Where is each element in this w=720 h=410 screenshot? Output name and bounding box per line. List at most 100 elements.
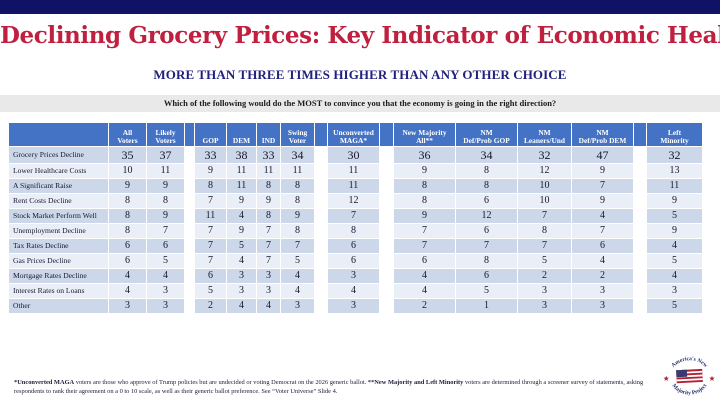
data-cell: 8 xyxy=(108,223,147,239)
data-cell: 9 xyxy=(280,208,315,224)
body-separator-cell xyxy=(184,193,195,209)
body-separator-cell xyxy=(379,238,394,254)
body-separator-cell xyxy=(633,238,647,254)
column-header: IND xyxy=(256,122,281,147)
logo-left-star-icon: ★ xyxy=(663,374,670,383)
data-cell: 6 xyxy=(327,238,380,254)
body-separator-cell xyxy=(184,146,195,164)
data-cell: 7 xyxy=(327,208,380,224)
data-cell: 12 xyxy=(517,163,572,179)
data-cell: 7 xyxy=(194,223,227,239)
table-row: Unemployment Decline 8 7 7 9 7 8 8 7 6 8 7 9 xyxy=(8,223,703,239)
anmp-logo-svg: America's New Majority Project ★ ★ xyxy=(662,350,717,404)
row-label: Lower Healthcare Costs xyxy=(8,163,109,179)
data-cell: 8 xyxy=(108,193,147,209)
data-cell: 9 xyxy=(108,178,147,194)
column-header: Left Minority xyxy=(646,122,703,147)
body-separator-cell xyxy=(184,178,195,194)
body-separator-cell xyxy=(314,208,328,224)
body-separator-cell xyxy=(379,146,394,164)
data-cell: 7 xyxy=(146,223,185,239)
footnote-bold-new-majority: **New Majority and Left Minority xyxy=(367,379,464,386)
data-cell: 3 xyxy=(327,298,380,314)
data-cell: 9 xyxy=(393,208,456,224)
row-label: Interest Rates on Loans xyxy=(8,283,109,299)
body-separator-cell xyxy=(379,268,394,284)
body-separator-cell xyxy=(184,268,195,284)
data-cell: 4 xyxy=(226,253,257,269)
data-cell: 9 xyxy=(646,193,703,209)
body-separator-cell xyxy=(314,238,328,254)
column-header: New Majority All** xyxy=(393,122,456,147)
footnote-text-2: voters are determined through a screener… xyxy=(14,379,644,396)
data-cell: 10 xyxy=(517,193,572,209)
data-cell: 4 xyxy=(393,283,456,299)
data-cell: 5 xyxy=(646,298,703,314)
data-cell: 5 xyxy=(646,253,703,269)
body-separator-cell xyxy=(184,223,195,239)
data-cell: 7 xyxy=(194,238,227,254)
data-cell: 3 xyxy=(146,283,185,299)
survey-results-table: All Voters Likely Voters GOP DEM IND Swing Vo… xyxy=(8,122,703,314)
slide-title: Declining Grocery Prices: Key Indicator … xyxy=(0,22,720,49)
data-cell: 12 xyxy=(455,208,518,224)
body-separator-cell xyxy=(633,193,647,209)
table-row: Stock Market Perform Well 8 9 11 4 8 9 7 9 12 7 4 5 xyxy=(8,208,703,224)
data-cell: 7 xyxy=(280,238,315,254)
data-cell: 4 xyxy=(226,208,257,224)
table-row: Gas Prices Decline 6 5 7 4 7 5 6 6 8 5 4 5 xyxy=(8,253,703,269)
data-cell: 3 xyxy=(280,298,315,314)
table-row: Lower Healthcare Costs 10 11 9 11 11 11 11 9 8 12 9… xyxy=(8,163,703,179)
data-cell: 5 xyxy=(146,253,185,269)
data-cell: 2 xyxy=(393,298,456,314)
data-cell: 6 xyxy=(393,253,456,269)
table-row: Grocery Prices Decline 35 37 33 38 33 34 30 36 34… xyxy=(8,146,703,164)
data-cell: 9 xyxy=(571,193,634,209)
data-cell: 7 xyxy=(571,178,634,194)
data-cell: 13 xyxy=(646,163,703,179)
table-row: Interest Rates on Loans 4 3 5 3 3 4 4 4 5 3 3 3 xyxy=(8,283,703,299)
table-row: Tax Rates Decline 6 6 7 5 7 7 6 7 7 7 6 4 xyxy=(8,238,703,254)
header-separator-cell xyxy=(184,122,195,147)
data-cell: 38 xyxy=(226,146,257,164)
column-header: All Voters xyxy=(108,122,147,147)
data-cell: 8 xyxy=(280,223,315,239)
data-cell: 7 xyxy=(455,238,518,254)
data-cell: 4 xyxy=(571,253,634,269)
usa-flag-icon xyxy=(676,368,703,384)
data-cell: 7 xyxy=(256,223,281,239)
data-cell: 4 xyxy=(646,268,703,284)
data-cell: 3 xyxy=(226,283,257,299)
data-cell: 4 xyxy=(327,283,380,299)
body-separator-cell xyxy=(633,283,647,299)
data-cell: 8 xyxy=(393,178,456,194)
row-label: Stock Market Perform Well xyxy=(8,208,109,224)
body-separator-cell xyxy=(314,253,328,269)
data-cell: 32 xyxy=(646,146,703,164)
data-cell: 4 xyxy=(280,268,315,284)
column-header: Unconverted MAGA* xyxy=(327,122,380,147)
data-cell: 3 xyxy=(256,268,281,284)
body-separator-cell xyxy=(633,268,647,284)
data-cell: 9 xyxy=(393,163,456,179)
body-separator-cell xyxy=(314,178,328,194)
data-cell: 3 xyxy=(517,298,572,314)
column-header: Likely Voters xyxy=(146,122,185,147)
data-cell: 11 xyxy=(256,163,281,179)
table-row: Mortgage Rates Decline 4 4 6 3 3 4 3 4 6 2 2 4 xyxy=(8,268,703,284)
data-cell: 8 xyxy=(455,178,518,194)
data-cell: 33 xyxy=(194,146,227,164)
logo-right-star-icon: ★ xyxy=(709,374,716,383)
data-cell: 30 xyxy=(327,146,380,164)
data-cell: 9 xyxy=(226,193,257,209)
data-cell: 10 xyxy=(517,178,572,194)
body-separator-cell xyxy=(379,163,394,179)
body-separator-cell xyxy=(184,163,195,179)
data-cell: 6 xyxy=(108,253,147,269)
data-cell: 8 xyxy=(256,178,281,194)
data-cell: 9 xyxy=(256,193,281,209)
data-cell: 9 xyxy=(194,163,227,179)
data-cell: 4 xyxy=(393,268,456,284)
data-cell: 5 xyxy=(226,238,257,254)
top-accent-bar xyxy=(0,0,720,14)
